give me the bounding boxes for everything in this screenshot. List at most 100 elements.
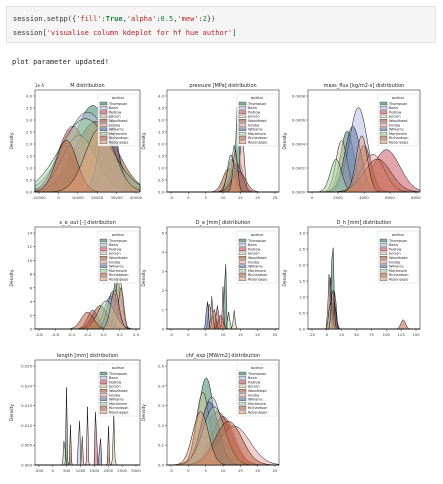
code-token: 'visualise column kdeplot for hf hue aut… (47, 29, 232, 37)
y-axis-label: Density (9, 132, 15, 149)
legend-swatch (100, 273, 107, 276)
y-tick-label: 2.5 (158, 130, 165, 135)
legend-swatch (380, 136, 387, 139)
kde-plot-grid: M distribution1e-5Density0.00.51.01.52.0… (0, 70, 443, 484)
x-tick-label: 75 (369, 332, 374, 337)
x-tick-label: 0.4 (133, 332, 140, 337)
legend-swatch (239, 381, 246, 384)
x-tick-label: 30000 (111, 195, 124, 200)
y-tick-label: 0.020 (21, 383, 32, 388)
y-tick-label: 2.0 (299, 263, 306, 268)
x-tick-label: 20 (255, 195, 260, 200)
legend-swatch (380, 119, 387, 122)
y-tick-label: 0.0002 (292, 166, 306, 171)
legend-swatch (100, 381, 107, 384)
legend-swatch (239, 124, 246, 127)
y-axis-label: Density (141, 132, 147, 149)
kde-panel: D_e [mm] distribution Density 0 1 2 3 4 5 -5 0 5 10… (141, 220, 279, 337)
legend-swatch (100, 372, 107, 375)
y-tick-label: 4 (30, 299, 33, 304)
y-tick-label: 6 (30, 285, 33, 290)
legend-title: author (112, 95, 125, 100)
legend-swatch (239, 256, 246, 259)
legend-swatch (380, 243, 387, 246)
y-tick-label: 0.0004 (292, 142, 306, 147)
legend-swatch (380, 278, 387, 281)
code-line-2: session['visualise column kdeplot for hf… (13, 29, 236, 37)
y-axis-label: Density (9, 404, 15, 421)
x-tick-label: 20 (255, 332, 260, 337)
legend-swatch (239, 132, 246, 135)
legend-swatch (239, 269, 246, 272)
x-tick-label: 0 (311, 195, 314, 200)
legend-swatch (100, 239, 107, 242)
y-tick-label: 4 (162, 250, 165, 255)
legend-swatch (380, 261, 387, 264)
y-tick-label: 0.010 (21, 423, 32, 428)
y-tick-label: 2.5 (299, 247, 306, 252)
x-tick-label: 8000 (411, 195, 421, 200)
code-token: 'mew' (177, 15, 198, 23)
legend-swatch (380, 124, 387, 127)
kde-panel: chf_exp [MW/m2] distributionDensity0.00.… (141, 353, 279, 473)
legend-swatch (100, 376, 107, 379)
kde-panel: x_e_out [-] distribution Density 0 2 4 6 8 10 12… (9, 220, 140, 337)
x-tick-label: 25 (273, 468, 278, 473)
y-tick-label: 10 (27, 258, 32, 263)
x-tick-label: 0 (326, 332, 329, 337)
code-token: session[ (13, 29, 47, 37)
legend-swatch (100, 128, 107, 131)
legend-swatch (239, 402, 246, 405)
legend-swatch (239, 385, 246, 388)
legend-swatch (100, 124, 107, 127)
x-tick-label: 50 (354, 332, 359, 337)
code-cell[interactable]: session.setpp({'fill':True,'alpha':0.5,'… (6, 6, 436, 43)
x-tick-label: 1500 (90, 468, 100, 473)
x-tick-label: 20 (255, 468, 260, 473)
x-tick-label: 150 (412, 332, 420, 337)
y-tick-label: 3.5 (158, 106, 165, 111)
y-tick-label: 0.5 (26, 178, 33, 183)
legend-swatch (380, 115, 387, 118)
y-tick-label: 1.5 (299, 279, 306, 284)
x-tick-label: 0 (187, 195, 190, 200)
legend-swatch (380, 239, 387, 242)
legend-entry: Rosenpepe (109, 411, 128, 415)
kde-panel: M distribution1e-5Density0.00.51.01.52.0… (9, 83, 143, 200)
y-axis-label: Density (282, 269, 288, 286)
y-tick-label: 5 (162, 231, 165, 236)
x-tick-label: 25 (273, 195, 278, 200)
chart-title: mass_flux [kg/m2-s] distribution (324, 83, 405, 89)
y-tick-label: 2.0 (26, 142, 33, 147)
y-axis-label: Density (282, 132, 288, 149)
legend-swatch (239, 141, 246, 144)
legend-entry: Rosenpepe (248, 141, 267, 145)
chart-title: pressure [MPa] distribution (189, 83, 256, 89)
x-tick-label: -25 (309, 332, 316, 337)
y-tick-label: 0.0 (26, 190, 33, 195)
legend-swatch (239, 389, 246, 392)
legend-swatch (239, 265, 246, 268)
x-tick-label: 5 (204, 332, 207, 337)
y-tick-label: 3.5 (26, 106, 33, 111)
x-tick-label: -500 (35, 468, 44, 473)
y-tick-label: 3 (162, 269, 165, 274)
y-tick-label: 2 (30, 313, 33, 318)
legend-swatch (100, 389, 107, 392)
legend-swatch (380, 252, 387, 255)
legend-swatch (100, 243, 107, 246)
y-tick-label: 0.1 (158, 443, 165, 448)
legend-swatch (239, 372, 246, 375)
code-line-1: session.setpp({'fill':True,'alpha':0.5,'… (13, 15, 215, 23)
legend-swatch (380, 132, 387, 135)
x-tick-label: 25 (339, 332, 344, 337)
y-tick-label: 0.000 (21, 463, 32, 468)
kde-panel: D_h [mm] distributionDensity0.00.51.01.5… (282, 220, 420, 337)
legend-entry: Rosenpepe (389, 278, 408, 282)
y-tick-label: 12 (27, 244, 32, 249)
legend-swatch (100, 394, 107, 397)
y-tick-label: 1.0 (158, 166, 165, 171)
legend-swatch (239, 252, 246, 255)
x-tick-label: -0.2 (84, 332, 92, 337)
x-tick-label: 10000 (72, 195, 85, 200)
